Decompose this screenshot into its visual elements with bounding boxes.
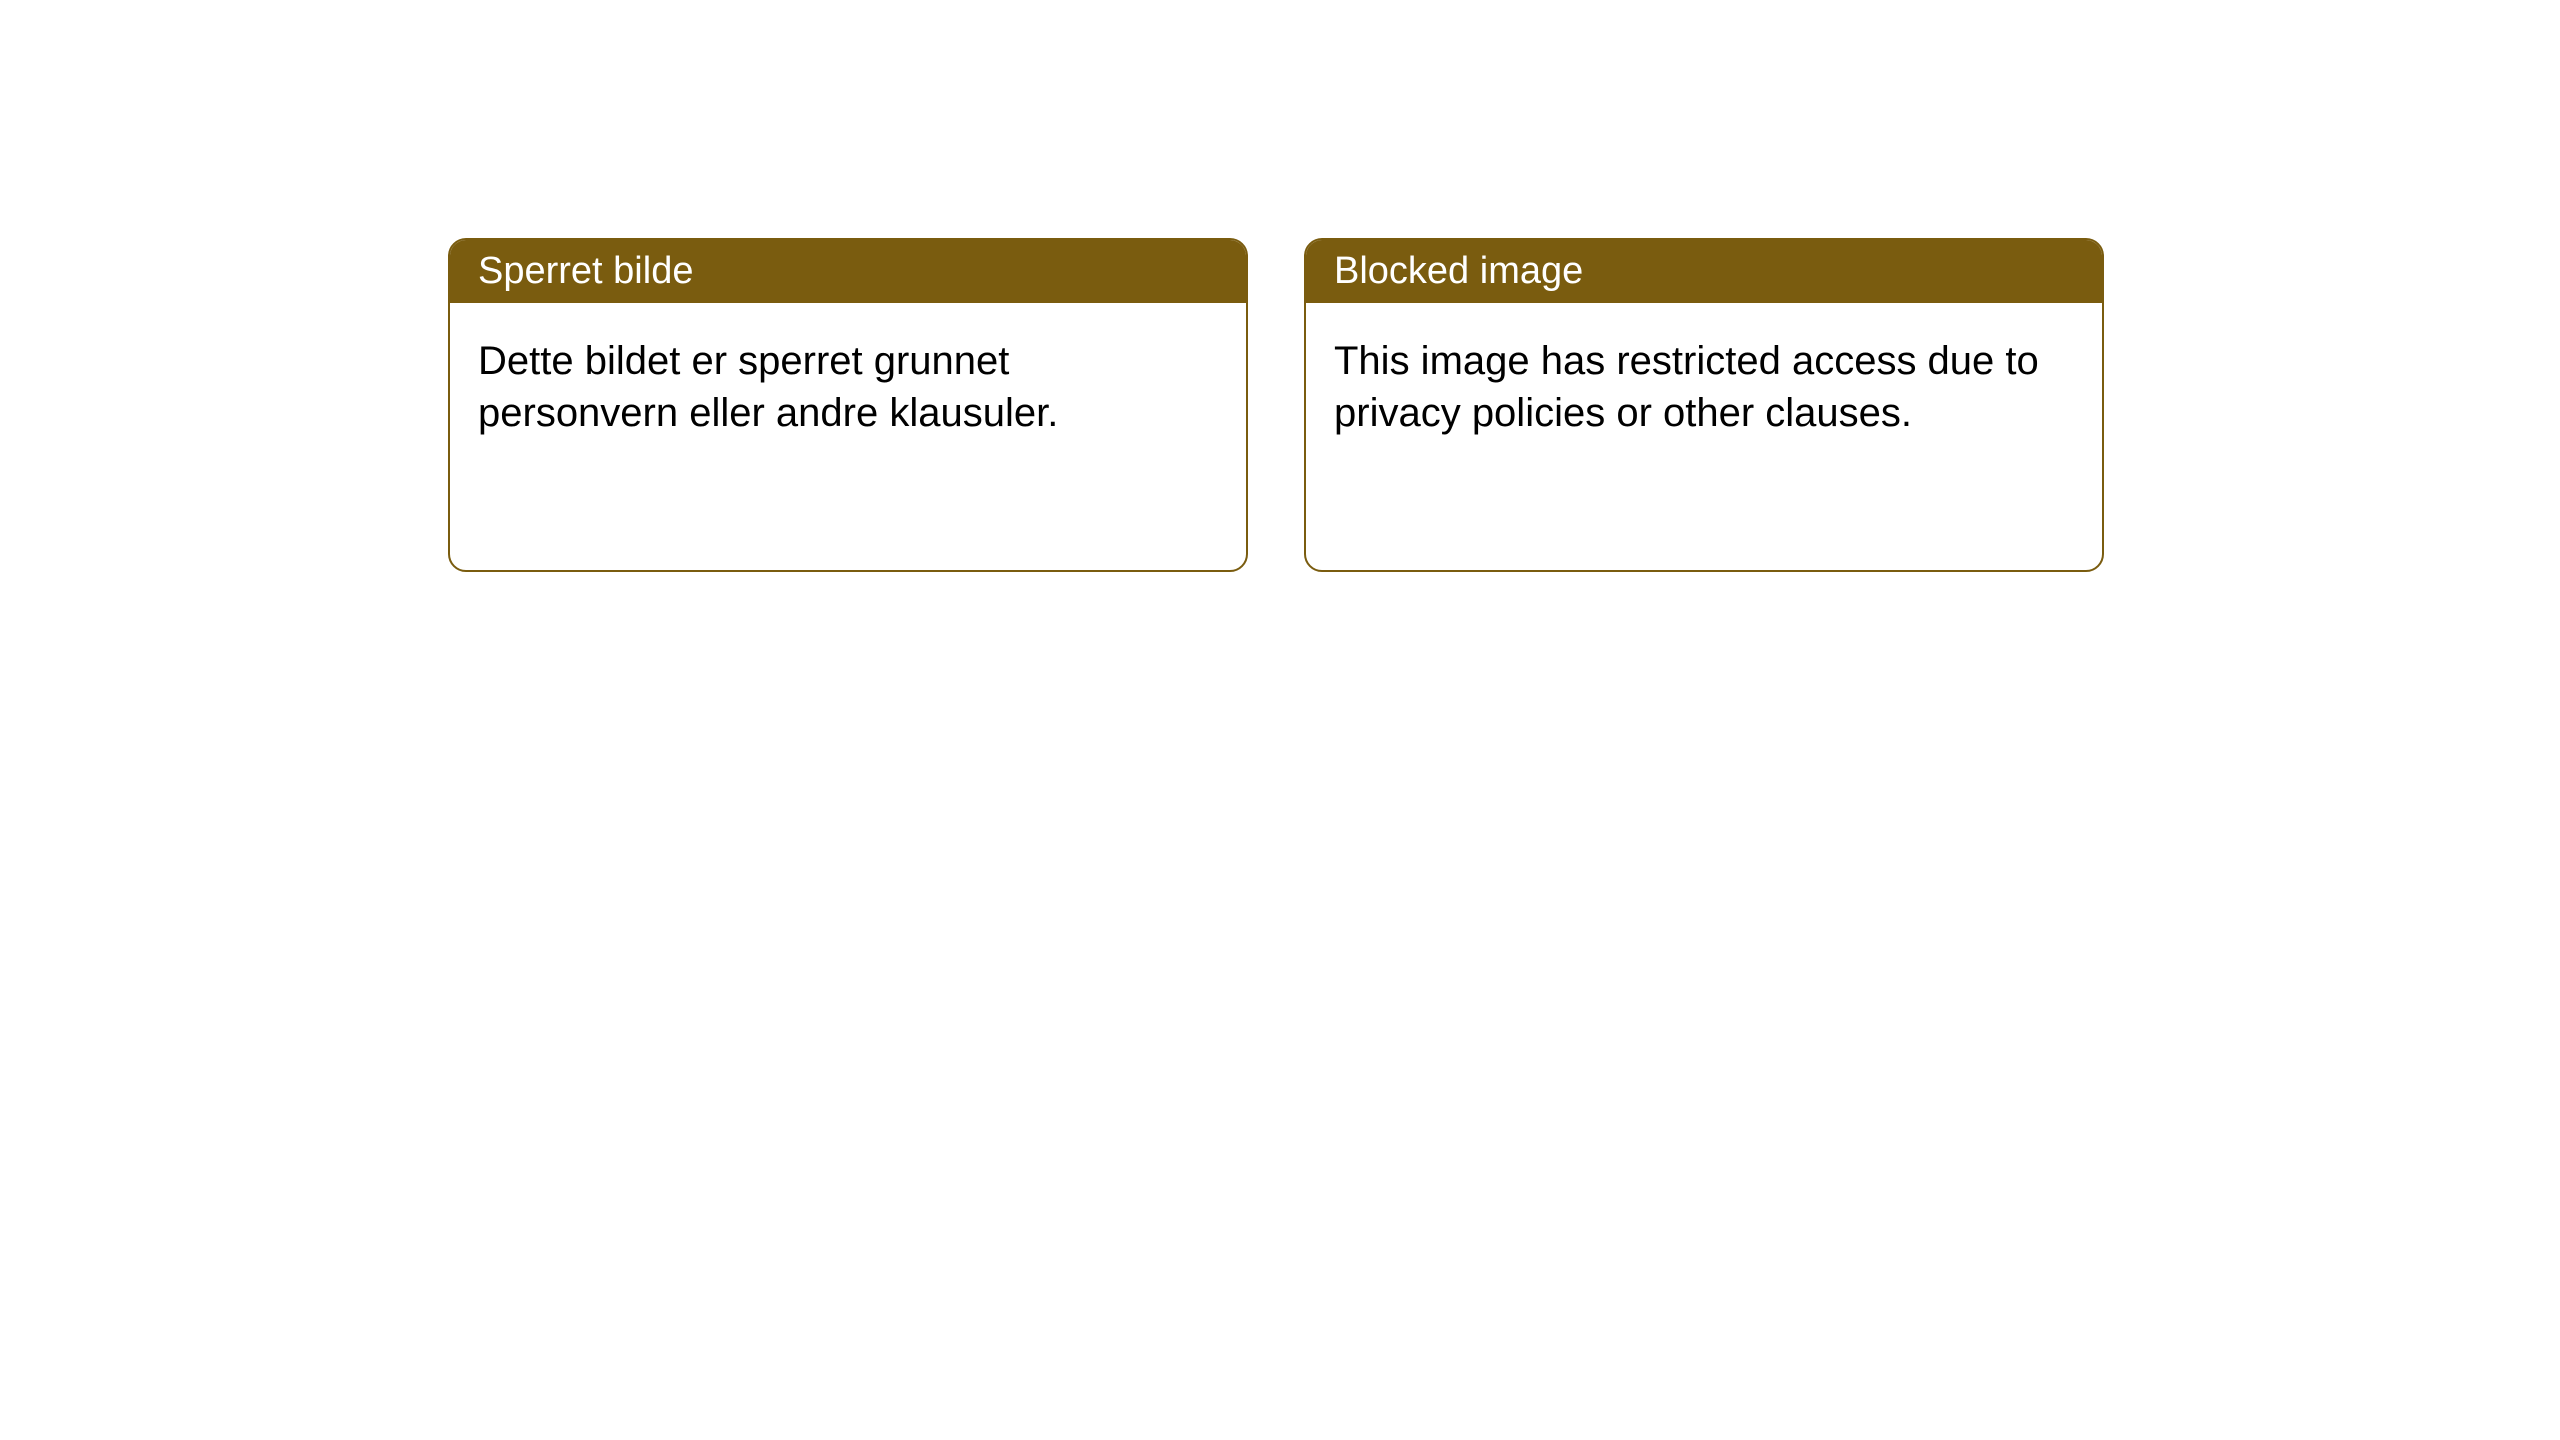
notice-card-no: Sperret bilde Dette bildet er sperret gr… xyxy=(448,238,1248,572)
notice-container: Sperret bilde Dette bildet er sperret gr… xyxy=(448,238,2104,572)
notice-header-no: Sperret bilde xyxy=(450,240,1246,303)
notice-body-text-en: This image has restricted access due to … xyxy=(1334,339,2039,435)
notice-header-text-en: Blocked image xyxy=(1334,250,1583,292)
notice-body-text-no: Dette bildet er sperret grunnet personve… xyxy=(478,339,1058,435)
notice-header-text-no: Sperret bilde xyxy=(478,250,693,292)
notice-header-en: Blocked image xyxy=(1306,240,2102,303)
notice-body-no: Dette bildet er sperret grunnet personve… xyxy=(450,303,1246,471)
notice-card-en: Blocked image This image has restricted … xyxy=(1304,238,2104,572)
notice-body-en: This image has restricted access due to … xyxy=(1306,303,2102,471)
